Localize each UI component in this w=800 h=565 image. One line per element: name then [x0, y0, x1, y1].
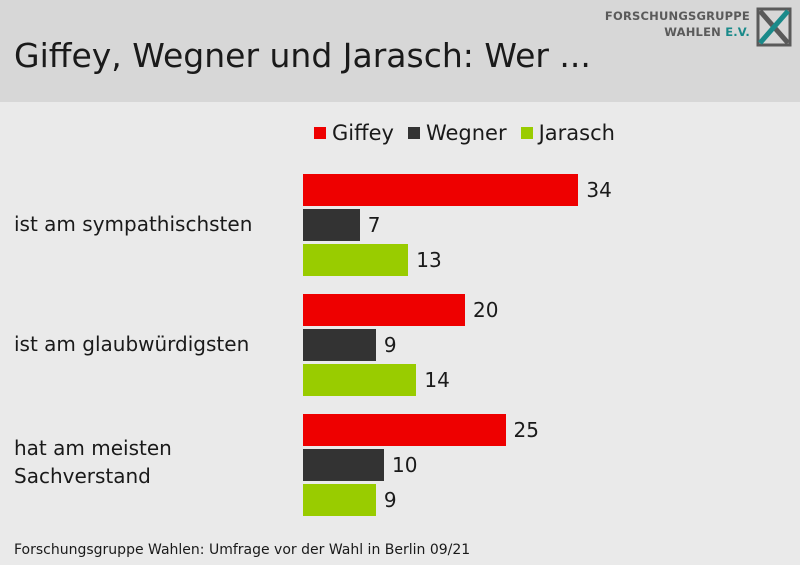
logo-line2-name: WAHLEN [664, 25, 721, 39]
chart-legend: Giffey Wegner Jarasch [314, 121, 615, 145]
data-label: 25 [513, 418, 539, 442]
bar-jarasch [303, 244, 409, 276]
bar-wegner [303, 329, 376, 361]
bar-jarasch [303, 484, 376, 516]
data-label: 9 [383, 488, 397, 512]
data-label: 14 [424, 368, 450, 392]
bar-giffey [303, 174, 579, 206]
chart-title: Giffey, Wegner und Jarasch: Wer ... [14, 36, 591, 75]
legend-item-giffey: Giffey [314, 121, 394, 145]
data-label: 20 [473, 298, 499, 322]
legend-label: Giffey [332, 121, 394, 145]
data-label: 34 [586, 178, 612, 202]
data-label: 9 [383, 333, 397, 357]
category-label: ist am glaubwürdigsten [14, 332, 250, 356]
data-label: 7 [367, 213, 381, 237]
bar-jarasch [303, 364, 417, 396]
logo-line1: FORSCHUNGSGRUPPE [604, 9, 750, 23]
data-label: 13 [416, 248, 442, 272]
footnote: Forschungsgruppe Wahlen: Umfrage vor der… [14, 542, 471, 558]
legend-label: Jarasch [538, 121, 615, 145]
header-band: Giffey, Wegner und Jarasch: Wer ... FORS… [0, 0, 800, 102]
bar-wegner [303, 449, 384, 481]
bar-wegner [303, 209, 360, 241]
data-label: 10 [392, 453, 418, 477]
logo-cross-icon [756, 7, 792, 47]
category-label: ist am sympathischsten [14, 212, 253, 236]
bar-giffey [303, 294, 465, 326]
legend-item-jarasch: Jarasch [520, 121, 615, 145]
bar-giffey [303, 414, 506, 446]
logo-text: FORSCHUNGSGRUPPE WAHLEN E.V. [605, 8, 750, 40]
legend-swatch [314, 127, 326, 139]
legend-swatch [407, 127, 420, 139]
logo-line2-suffix: E.V. [725, 25, 750, 39]
legend-swatch [520, 127, 533, 139]
logo-line2: WAHLEN E.V. [605, 24, 750, 40]
category-label: hat am meisten Sachverstand [14, 436, 172, 488]
legend-label: Wegner [425, 121, 507, 145]
legend-item-wegner: Wegner [407, 121, 507, 145]
